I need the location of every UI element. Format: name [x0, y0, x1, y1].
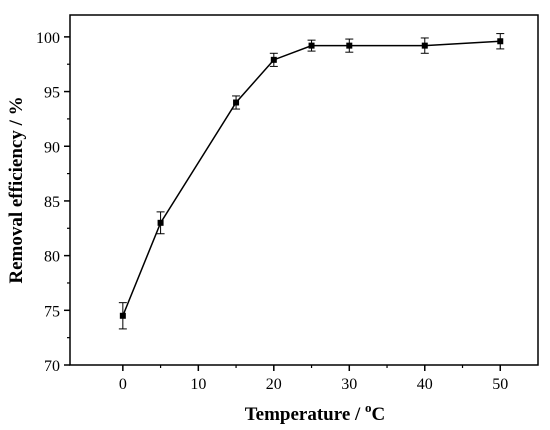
plot-frame	[69, 14, 539, 366]
data-point	[270, 56, 277, 63]
y-tick-label: 80	[44, 249, 60, 266]
axes	[69, 14, 539, 366]
x-tick-label: 0	[119, 376, 127, 393]
data-point	[308, 42, 315, 49]
data-point	[346, 42, 353, 49]
data-series	[118, 33, 505, 330]
x-tick-label: 10	[190, 376, 206, 393]
x-axis-ticks: 0 10 20 30 40 50	[119, 365, 508, 393]
x-tick-label: 30	[341, 376, 357, 393]
x-tick-label: 40	[417, 376, 433, 393]
data-point	[157, 219, 164, 226]
y-tick-label: 70	[44, 358, 60, 375]
data-point	[421, 42, 428, 49]
y-tick-label: 85	[44, 194, 60, 211]
y-tick-label: 95	[44, 85, 60, 102]
x-tick-label: 20	[266, 376, 282, 393]
data-point	[497, 38, 504, 45]
y-tick-label: 75	[44, 303, 60, 320]
series-line	[122, 40, 501, 317]
data-point	[233, 99, 240, 106]
y-axis-label: Removal efficiency / %	[6, 96, 27, 283]
y-tick-label: 90	[44, 139, 60, 156]
y-axis-ticks: 70 75 80 85 90 95 100	[36, 30, 70, 375]
x-axis-label: Temperature / oC	[245, 400, 386, 425]
data-point	[119, 312, 126, 319]
y-tick-label: 100	[36, 30, 60, 47]
x-tick-label: 50	[492, 376, 508, 393]
